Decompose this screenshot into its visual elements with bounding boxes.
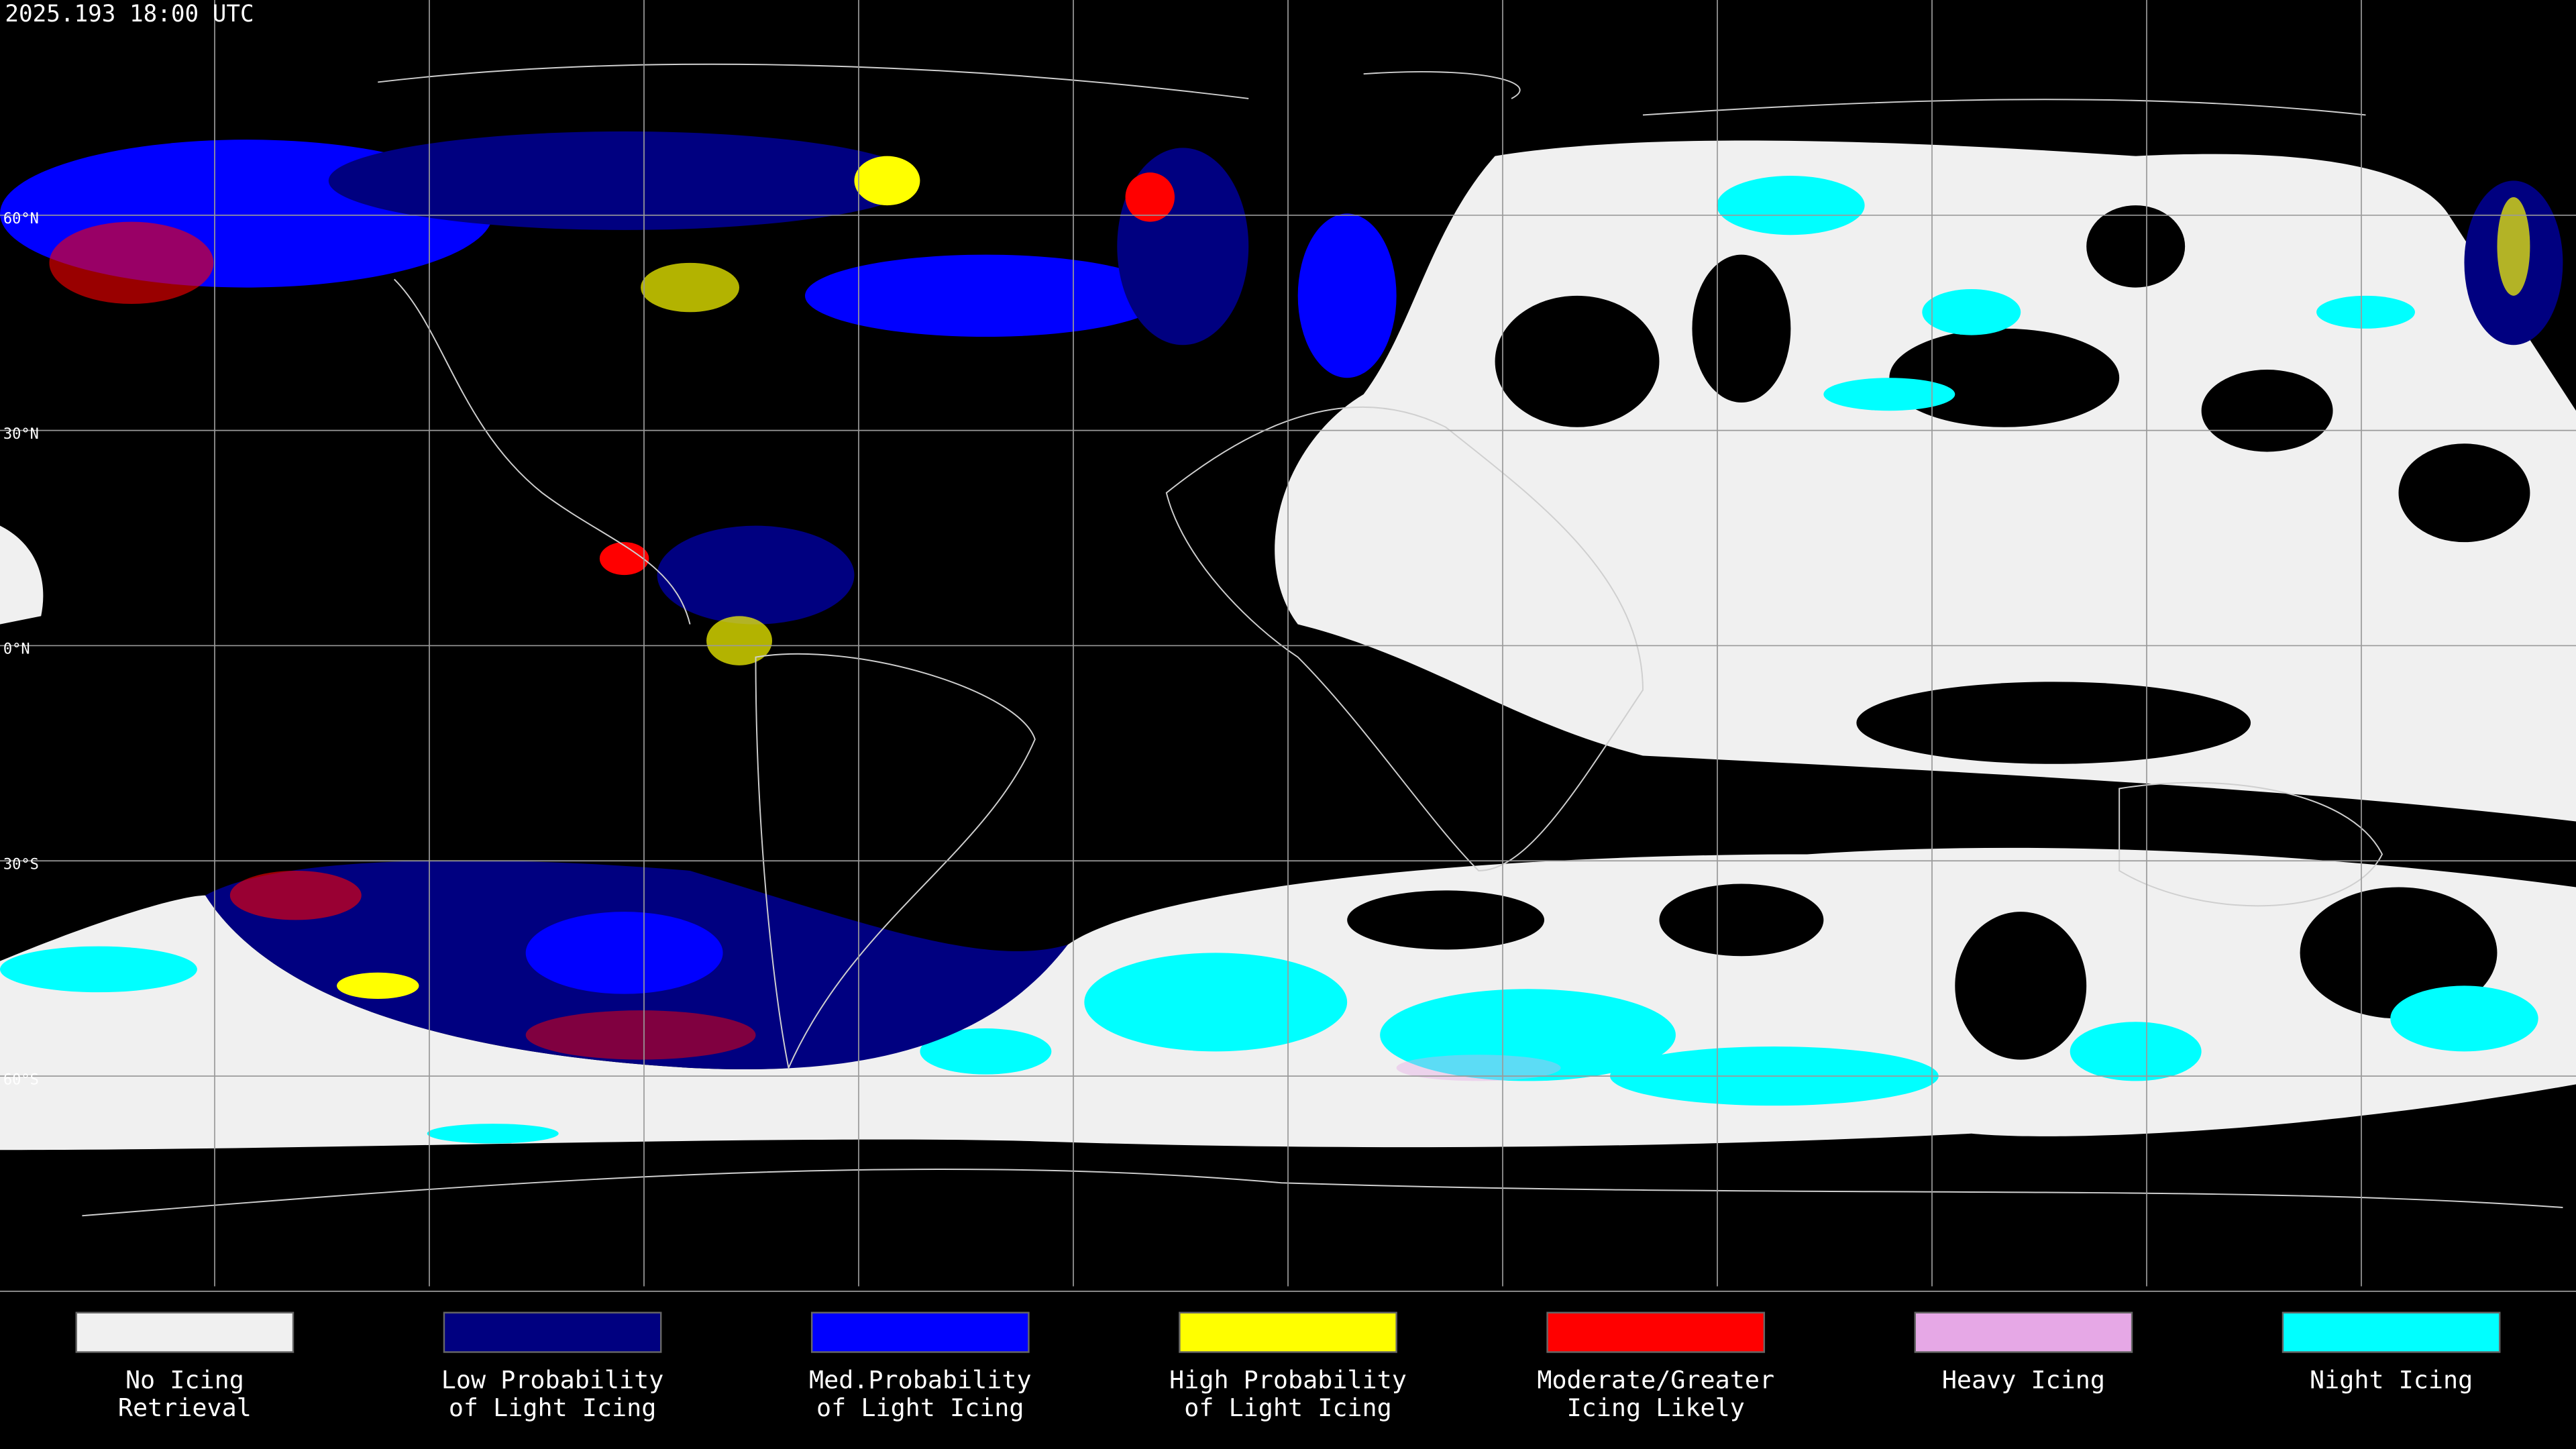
legend-swatch: [810, 1311, 1030, 1353]
legend-label: of Light Icing: [449, 1393, 657, 1422]
legend-swatch: [2282, 1311, 2501, 1353]
legend-label: Low Probability: [441, 1365, 664, 1394]
legend-label: Icing Likely: [1567, 1393, 1745, 1422]
graticule: [0, 0, 2576, 1292]
latitude-labels: 60°N 30°N 0°N 30°S 60°S: [3, 211, 39, 1088]
legend-swatch: [75, 1311, 294, 1353]
legend-label: Night Icing: [2310, 1365, 2473, 1394]
coastlines: [82, 63, 2563, 1217]
legend-swatch: [1546, 1311, 1766, 1353]
latitude-label: 30°S: [3, 857, 39, 873]
latitude-label: 30°N: [3, 426, 39, 443]
legend-label: Med.Probability: [809, 1365, 1032, 1394]
legend-label: High Probability: [1169, 1365, 1407, 1394]
map: 60°N 30°N 0°N 30°S 60°S: [0, 0, 2576, 1292]
latitude-label: 60°N: [3, 211, 39, 227]
timestamp: 2025.193 18:00 UTC: [5, 1, 254, 28]
legend-label: Heavy Icing: [1942, 1365, 2105, 1394]
legend-label: Retrieval: [118, 1393, 252, 1422]
legend-label: of Light Icing: [816, 1393, 1024, 1422]
legend-label: of Light Icing: [1184, 1393, 1392, 1422]
legend-swatch: [1914, 1311, 2133, 1353]
latitude-label: 0°N: [3, 641, 30, 658]
icing-regions: [0, 131, 2563, 1081]
legend-swatch: [1179, 1311, 1397, 1353]
latitude-label: 60°S: [3, 1071, 39, 1088]
legend-swatch: [443, 1311, 662, 1353]
legend-label: Moderate/Greater: [1537, 1365, 1774, 1394]
legend-label: No Icing: [125, 1365, 244, 1394]
night-icing-regions: [0, 176, 2538, 1144]
